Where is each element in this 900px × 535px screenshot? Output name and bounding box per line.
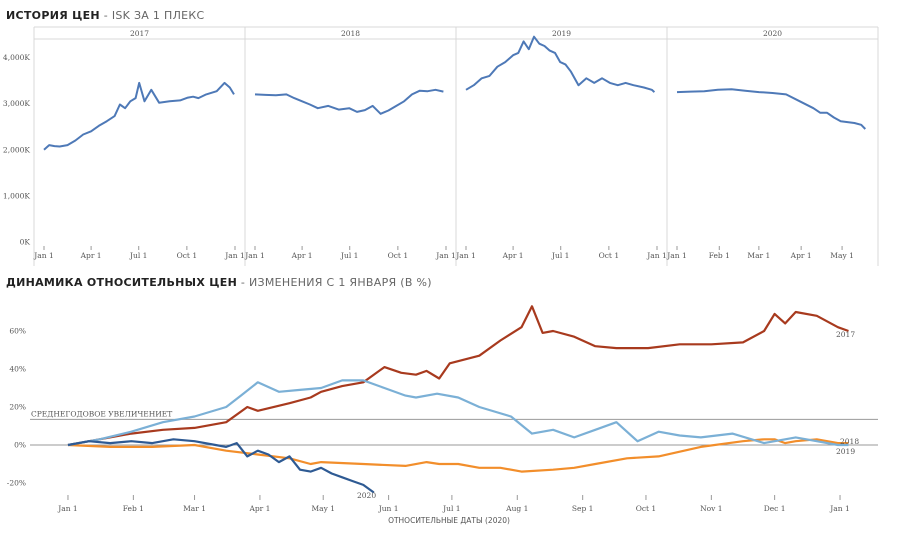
relative-line-2019 [67,379,849,447]
panel-year-label: 2020 [763,29,782,38]
x-axis-title: ОТНОСИТЕЛЬНЫЕ ДАТЫ (2020) [388,516,510,525]
relative-line-2017 [67,305,849,447]
x-tick-label: Aug 1 [505,504,528,513]
x-tick-label: Oct 1 [599,251,620,260]
y-tick-label: 4,000K [3,53,30,62]
x-tick-label: Oct 1 [177,251,198,260]
series-end-label-2017: 2017 [836,330,855,339]
x-tick-label: Jan 1 [666,251,686,260]
x-tick-label: Apr 1 [80,251,102,260]
x-tick-label: Jan 1 [829,504,849,513]
x-tick-label: Feb 1 [123,504,144,513]
x-tick-label: Mar 1 [747,251,770,260]
x-tick-label: Apr 1 [502,251,524,260]
x-tick-label: Jul 1 [340,251,358,260]
x-tick-label: Jul 1 [129,251,147,260]
x-tick-label: Feb 1 [709,251,730,260]
series-end-label-2018: 2018 [840,437,859,446]
x-tick-label: Jul 1 [442,504,460,513]
panel-year-label: 2017 [130,29,149,38]
y-tick-label: 20% [9,403,26,412]
y-tick-label: -20% [7,479,26,488]
price-line-2018 [254,88,444,115]
relative-price-title-main: ДИНАМИКА ОТНОСИТЕЛЬНЫХ ЦЕН [6,276,238,289]
price-line-2017 [43,81,235,151]
x-tick-label: Apr 1 [790,251,812,260]
price-history-title-main: ИСТОРИЯ ЦЕН [6,9,100,22]
x-tick-label: Jan 1 [455,251,475,260]
x-tick-label: Jan 1 [57,504,77,513]
x-tick-label: Jun 1 [378,504,399,513]
x-tick-label: Jan 1 [435,251,455,260]
price-history-title: ИСТОРИЯ ЦЕН - ISK ЗА 1 ПЛЕКС [6,9,205,22]
panel-year-label: 2018 [341,29,360,38]
y-tick-label: 0K [20,238,31,247]
x-tick-label: Oct 1 [388,251,409,260]
x-tick-label: Mar 1 [183,504,206,513]
average-increase-label: СРЕДНЕГОДОВОЕ УВЕЛИЧЕНИЕТ [31,409,172,418]
x-tick-label: Jan 1 [224,251,244,260]
relative-line-2020 [67,438,375,494]
x-tick-label: Oct 1 [636,504,657,513]
price-line-2019 [465,35,656,93]
x-tick-label: Dec 1 [764,504,786,513]
y-tick-label: 2,000K [3,145,30,154]
y-tick-label: 1,000K [3,191,30,200]
y-tick-label: 40% [9,365,26,374]
price-history-subtitle: ISK ЗА 1 ПЛЕКС [111,9,205,22]
relative-price-subtitle: ИЗМЕНЕНИЯ С 1 ЯНВАРЯ (В %) [248,276,432,289]
x-tick-label: May 1 [311,504,335,513]
y-tick-label: 3,000K [3,99,30,108]
x-tick-label: Sep 1 [572,504,594,513]
x-tick-label: Jan 1 [244,251,264,260]
series-end-label-2019: 2019 [836,447,855,456]
price-history-chart: 0K 1,000K 2,000K 3,000K 4,000K 2017 Jan 1 Apr 1… [3,26,879,266]
x-tick-label: Jan 1 [33,251,53,260]
y-tick-label: 60% [9,327,26,336]
series-end-label-2020: 2020 [357,491,376,500]
relative-line-2018 [67,438,849,473]
x-tick-label: May 1 [830,251,854,260]
x-tick-label: Nov 1 [700,504,722,513]
y-tick-label: 0% [14,441,26,450]
x-tick-label: Apr 1 [248,504,270,513]
x-tick-label: Jul 1 [551,251,569,260]
panel-year-label: 2019 [552,29,571,38]
x-tick-label: Jan 1 [646,251,666,260]
price-line-2020 [676,88,867,130]
x-tick-label: Apr 1 [291,251,313,260]
relative-price-title: ДИНАМИКА ОТНОСИТЕЛЬНЫХ ЦЕН - ИЗМЕНЕНИЯ С… [6,276,432,289]
